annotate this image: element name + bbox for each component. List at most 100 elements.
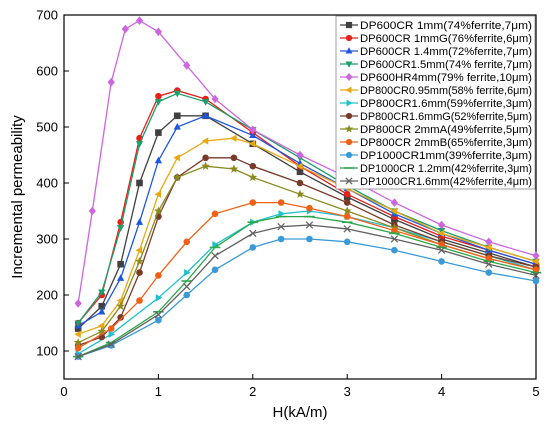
data-point (154, 190, 162, 198)
legend-item: DP800CR 2mmB(65%ferrite,3μm) (340, 137, 532, 149)
data-point (136, 269, 143, 276)
data-point (485, 269, 493, 276)
legend-label: DP600HR4mm(79% ferrite,10μm) (360, 72, 532, 84)
data-point (154, 27, 163, 37)
data-point (121, 24, 129, 34)
legend-label: DP800CR 2mmB(65%ferrite,3μm) (360, 137, 532, 149)
data-point (74, 344, 82, 352)
y-tick-label: 400 (36, 176, 58, 191)
legend-item: DP800CR1.6mmG(52%ferrite,5μm) (340, 111, 532, 123)
data-point (390, 198, 399, 207)
data-point (183, 61, 191, 70)
data-point (98, 289, 106, 297)
legend-marker (345, 112, 353, 120)
legend-marker (345, 72, 353, 82)
legend-marker (344, 124, 354, 133)
data-point (296, 162, 303, 170)
y-tick-label: 700 (36, 8, 58, 23)
x-tick-label: 5 (532, 384, 539, 399)
legend-item: DP600CR 1mmG(76%ferrite,6μm) (340, 33, 532, 45)
data-point (295, 189, 305, 198)
legend-label: DP600CR1.5mm(74% ferrite,7μm) (360, 59, 532, 71)
data-point (135, 246, 143, 254)
data-point (438, 258, 445, 265)
data-point (98, 302, 106, 310)
y-tick-label: 600 (36, 64, 58, 79)
data-point (155, 294, 163, 302)
data-point (229, 134, 237, 142)
data-point (437, 246, 446, 254)
legend-marker (345, 138, 353, 146)
series-13 (74, 221, 540, 361)
data-point (211, 252, 219, 260)
legend-item: DP600CR 1.4mm(72%ferrite,7μm) (340, 46, 532, 58)
data-point (277, 235, 285, 243)
data-point (390, 207, 398, 215)
data-point (437, 229, 445, 238)
legend-marker (345, 47, 353, 54)
data-point (305, 221, 314, 229)
data-point (107, 77, 115, 87)
data-point (212, 240, 219, 249)
legend-label: DP600CR 1mm(74%ferrite,7μm) (360, 20, 532, 32)
legend-marker (346, 99, 353, 107)
data-point (116, 301, 126, 310)
x-tick-label: 4 (438, 384, 445, 399)
legend: DP600CR 1mm(74%ferrite,7μm)DP600CR 1mmG(… (335, 15, 536, 190)
data-point (296, 168, 304, 176)
data-point (155, 272, 162, 279)
legend-label: DP800CR0.95mm(58% ferrite,6μm) (360, 85, 532, 97)
legend-label: DP1000CR1.6mm(42%ferrite,4μm) (360, 176, 532, 188)
data-point (173, 112, 181, 120)
data-point (532, 266, 540, 274)
legend-item: DP600HR4mm(79% ferrite,10μm) (340, 72, 532, 84)
data-point (211, 94, 219, 104)
legend-marker (345, 177, 353, 185)
legend-item: DP800CR 2mmA(49%ferrite,5μm) (340, 124, 532, 136)
data-point (278, 210, 286, 218)
series-5 (74, 16, 540, 308)
data-point (136, 179, 143, 187)
data-point (343, 199, 351, 206)
data-point (135, 141, 144, 148)
legend-label: DP800CR 2mmA(49%ferrite,5μm) (360, 124, 532, 136)
series-layer (72, 16, 542, 361)
data-point (249, 131, 257, 139)
y-tick-label: 500 (36, 120, 58, 135)
data-point (484, 243, 492, 252)
data-point (117, 274, 125, 281)
data-point (88, 206, 96, 216)
legend-label: DP1000CR 1.2mm(42%ferrite,3μm) (360, 163, 532, 175)
data-point (154, 310, 163, 319)
y-tick-label: 200 (36, 288, 58, 303)
legend-item: DP1000CR 1.2mm(42%ferrite,3μm) (340, 163, 532, 175)
data-point (248, 172, 258, 182)
data-point (173, 154, 180, 162)
data-point (172, 172, 182, 182)
data-point (485, 237, 493, 247)
x-tick-label: 3 (344, 384, 351, 399)
y-axis-title: Incremental permeability (9, 115, 26, 279)
data-point (74, 325, 82, 332)
data-point (136, 297, 143, 304)
legend-item: DP800CR1.6mm(59%ferrite,3μm) (340, 98, 532, 110)
data-point (343, 190, 351, 198)
data-point (201, 111, 210, 119)
data-point (107, 325, 115, 332)
data-point (183, 291, 191, 299)
legend-item: DP600CR 1mm(74%ferrite,7μm) (340, 20, 532, 32)
legend-label: DP600CR 1mmG(76%ferrite,6μm) (360, 33, 532, 45)
data-point (107, 340, 115, 349)
data-point (248, 140, 256, 148)
data-point (229, 164, 239, 173)
x-tick-label: 2 (249, 384, 256, 399)
data-point (74, 299, 82, 308)
series-6 (74, 134, 539, 338)
data-point (74, 352, 82, 361)
data-point (108, 330, 116, 338)
data-point (391, 227, 398, 234)
legend-marker (345, 61, 353, 68)
data-point (155, 92, 162, 100)
data-point (277, 222, 285, 231)
